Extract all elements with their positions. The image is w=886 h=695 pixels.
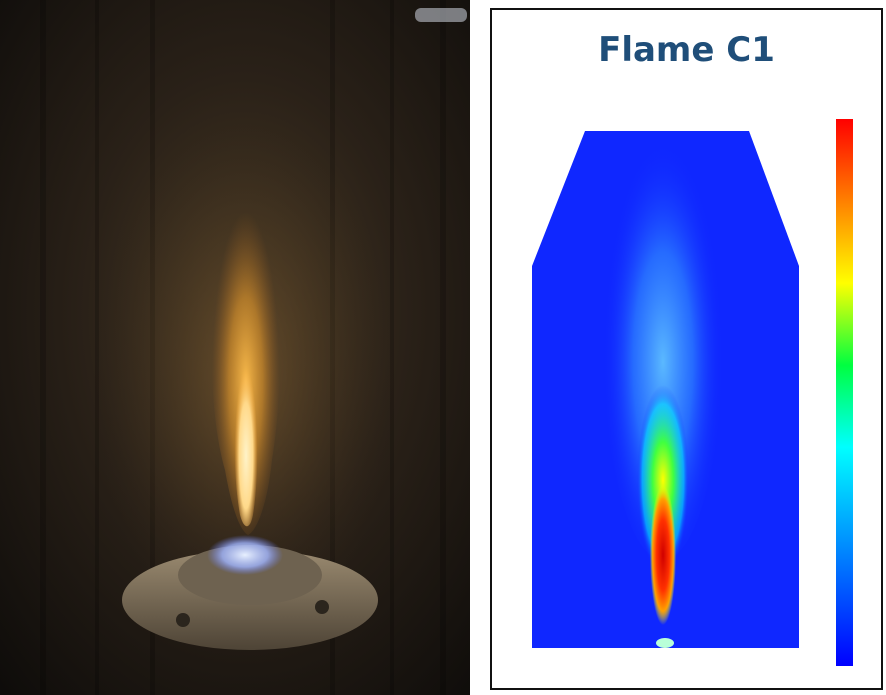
flame-photo-image [0,0,470,695]
simulation-panel: Flame C1 [490,8,883,690]
flame-core [234,350,258,527]
flange-bolt-right [315,600,329,614]
simulation-title: Flame C1 [598,30,775,70]
plume-core [650,485,676,625]
plume-outer [603,120,723,560]
jet-colorbar [836,119,853,666]
reflection-highlight [415,8,467,22]
flame-photo-panel [0,0,470,695]
cfd-contour-image [532,119,853,666]
flange-bolt-left [176,613,190,627]
nozzle-marker [656,638,674,648]
blue-flame-ring [207,535,283,575]
plume-mid [637,385,689,575]
